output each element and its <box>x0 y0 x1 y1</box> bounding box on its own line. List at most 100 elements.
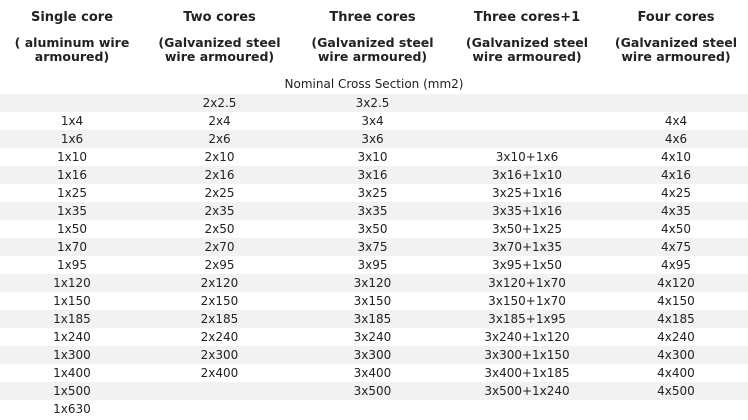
cell-three-cores-plus-one: 3x500+1x240 <box>450 382 604 400</box>
cell-single-core: 1x300 <box>0 346 144 364</box>
column-subtitle-single-core: ( aluminum wire armoured) <box>0 36 144 74</box>
nominal-cross-section-caption: Nominal Cross Section (mm2) <box>284 77 464 91</box>
cell-four-cores <box>604 94 748 112</box>
cell-three-cores-plus-one: 3x400+1x185 <box>450 364 604 382</box>
cell-three-cores <box>295 400 450 418</box>
cell-three-cores-plus-one: 3x150+1x70 <box>450 292 604 310</box>
cell-three-cores: 3x4 <box>295 112 450 130</box>
cell-four-cores <box>604 400 748 418</box>
column-subtitle-three-cores-plus-one: (Galvanized steel wire armoured) <box>450 36 604 74</box>
cell-single-core: 1x4 <box>0 112 144 130</box>
cell-two-cores: 2x16 <box>144 166 295 184</box>
header-subtitle-row: ( aluminum wire armoured) (Galvanized st… <box>0 36 748 74</box>
cell-three-cores: 3x400 <box>295 364 450 382</box>
cell-three-cores-plus-one: 3x120+1x70 <box>450 274 604 292</box>
table-row: 1x300 2x300 3x300 3x300+1x150 4x300 <box>0 346 748 364</box>
table-row: 1x400 2x400 3x400 3x400+1x185 4x400 <box>0 364 748 382</box>
cell-three-cores-plus-one: 3x95+1x50 <box>450 256 604 274</box>
table-row: 1x16 2x16 3x16 3x16+1x10 4x16 <box>0 166 748 184</box>
cell-two-cores: 2x50 <box>144 220 295 238</box>
cell-three-cores-plus-one <box>450 112 604 130</box>
cell-three-cores-plus-one: 3x50+1x25 <box>450 220 604 238</box>
cell-single-core: 1x240 <box>0 328 144 346</box>
cell-single-core: 1x120 <box>0 274 144 292</box>
cell-three-cores: 3x240 <box>295 328 450 346</box>
cell-four-cores: 4x300 <box>604 346 748 364</box>
table-row: 1x6 2x6 3x6 4x6 <box>0 130 748 148</box>
cell-three-cores-plus-one <box>450 94 604 112</box>
table-row: 1x35 2x35 3x35 3x35+1x16 4x35 <box>0 202 748 220</box>
cell-single-core: 1x10 <box>0 148 144 166</box>
cell-two-cores: 2x120 <box>144 274 295 292</box>
cell-three-cores: 3x35 <box>295 202 450 220</box>
column-title-single-core: Single core <box>0 0 144 36</box>
cell-four-cores: 4x6 <box>604 130 748 148</box>
cell-three-cores-plus-one: 3x300+1x150 <box>450 346 604 364</box>
cell-three-cores: 3x120 <box>295 274 450 292</box>
column-subtitle-three-cores: (Galvanized steel wire armoured) <box>295 36 450 74</box>
cell-four-cores: 4x10 <box>604 148 748 166</box>
cell-three-cores-plus-one: 3x35+1x16 <box>450 202 604 220</box>
cell-three-cores-plus-one: 3x185+1x95 <box>450 310 604 328</box>
cell-three-cores-plus-one: 3x10+1x6 <box>450 148 604 166</box>
column-subtitle-four-cores: (Galvanized steel wire armoured) <box>604 36 748 74</box>
cell-four-cores: 4x4 <box>604 112 748 130</box>
cell-four-cores: 4x150 <box>604 292 748 310</box>
cell-two-cores: 2x10 <box>144 148 295 166</box>
cell-three-cores: 3x300 <box>295 346 450 364</box>
cell-two-cores: 2x6 <box>144 130 295 148</box>
caption-row: Nominal Cross Section (mm2) <box>0 74 748 94</box>
column-title-four-cores: Four cores <box>604 0 748 36</box>
cell-single-core <box>0 94 144 112</box>
cell-four-cores: 4x95 <box>604 256 748 274</box>
cell-four-cores: 4x25 <box>604 184 748 202</box>
cell-single-core: 1x50 <box>0 220 144 238</box>
cell-three-cores-plus-one <box>450 130 604 148</box>
cell-two-cores: 2x95 <box>144 256 295 274</box>
table-row: 1x95 2x95 3x95 3x95+1x50 4x95 <box>0 256 748 274</box>
table-row: 1x10 2x10 3x10 3x10+1x6 4x10 <box>0 148 748 166</box>
cell-two-cores <box>144 382 295 400</box>
cell-three-cores: 3x500 <box>295 382 450 400</box>
table-row: 1x240 2x240 3x240 3x240+1x120 4x240 <box>0 328 748 346</box>
cell-four-cores: 4x240 <box>604 328 748 346</box>
table-row: 1x50 2x50 3x50 3x50+1x25 4x50 <box>0 220 748 238</box>
cell-two-cores: 2x25 <box>144 184 295 202</box>
cell-single-core: 1x95 <box>0 256 144 274</box>
table-row: 1x185 2x185 3x185 3x185+1x95 4x185 <box>0 310 748 328</box>
column-subtitle-two-cores: (Galvanized steel wire armoured) <box>144 36 295 74</box>
table-row: 2x2.5 3x2.5 <box>0 94 748 112</box>
cell-three-cores: 3x6 <box>295 130 450 148</box>
cell-three-cores: 3x25 <box>295 184 450 202</box>
table-row: 1x25 2x25 3x25 3x25+1x16 4x25 <box>0 184 748 202</box>
cell-two-cores: 2x2.5 <box>144 94 295 112</box>
cell-single-core: 1x630 <box>0 400 144 418</box>
cell-four-cores: 4x75 <box>604 238 748 256</box>
cell-single-core: 1x500 <box>0 382 144 400</box>
cell-three-cores-plus-one: 3x16+1x10 <box>450 166 604 184</box>
cell-two-cores: 2x150 <box>144 292 295 310</box>
cell-single-core: 1x400 <box>0 364 144 382</box>
cell-two-cores: 2x300 <box>144 346 295 364</box>
cell-three-cores-plus-one: 3x240+1x120 <box>450 328 604 346</box>
cell-two-cores: 2x4 <box>144 112 295 130</box>
cell-two-cores: 2x35 <box>144 202 295 220</box>
cell-three-cores: 3x75 <box>295 238 450 256</box>
table-row: 1x630 <box>0 400 748 418</box>
table-row: 1x500 3x500 3x500+1x240 4x500 <box>0 382 748 400</box>
cell-three-cores-plus-one: 3x70+1x35 <box>450 238 604 256</box>
column-title-two-cores: Two cores <box>144 0 295 36</box>
cell-three-cores: 3x185 <box>295 310 450 328</box>
cell-four-cores: 4x500 <box>604 382 748 400</box>
table-row: 1x70 2x70 3x75 3x70+1x35 4x75 <box>0 238 748 256</box>
cell-three-cores: 3x50 <box>295 220 450 238</box>
cell-three-cores: 3x2.5 <box>295 94 450 112</box>
cell-three-cores-plus-one <box>450 400 604 418</box>
cell-single-core: 1x25 <box>0 184 144 202</box>
cell-three-cores: 3x16 <box>295 166 450 184</box>
cell-two-cores: 2x185 <box>144 310 295 328</box>
cell-three-cores: 3x150 <box>295 292 450 310</box>
cell-single-core: 1x6 <box>0 130 144 148</box>
table-row: 1x150 2x150 3x150 3x150+1x70 4x150 <box>0 292 748 310</box>
table-row: 1x4 2x4 3x4 4x4 <box>0 112 748 130</box>
